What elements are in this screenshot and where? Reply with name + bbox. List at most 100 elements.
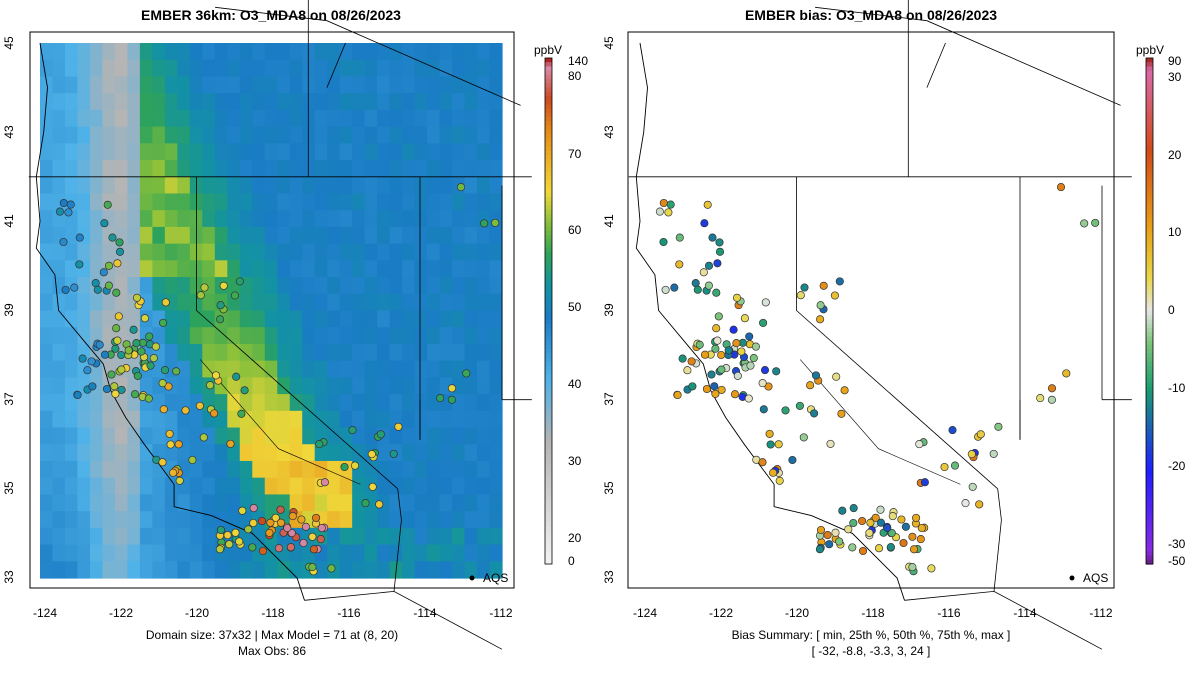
- observation-point: [211, 371, 221, 380]
- grid-cell: [302, 343, 316, 362]
- grid-cell: [264, 394, 278, 412]
- observation-point: [159, 318, 168, 327]
- left-map: AQS: [28, 0, 532, 650]
- grid-cell: [414, 410, 428, 429]
- grid-cell: [402, 310, 416, 328]
- grid-cell: [77, 59, 91, 78]
- grid-cell: [239, 93, 253, 111]
- grid-cell: [189, 109, 203, 128]
- colorbar-band: [1146, 273, 1153, 278]
- colorbar-band: [1146, 112, 1153, 118]
- left-y-axis: 33 35 37 39 41 43 45: [2, 36, 16, 584]
- grid-cell: [277, 561, 291, 579]
- colorbar-band: [545, 74, 552, 80]
- grid-cell: [489, 343, 503, 362]
- grid-cell: [477, 477, 491, 496]
- grid-cell: [402, 494, 416, 512]
- bias-point: [765, 429, 774, 438]
- colorbar-band: [545, 218, 552, 224]
- grid-cell: [439, 460, 453, 479]
- grid-cell: [489, 477, 503, 496]
- grid-cell: [89, 93, 104, 111]
- grid-cell: [452, 109, 466, 128]
- grid-cell: [139, 293, 153, 312]
- grid-cell: [327, 544, 341, 562]
- observation-point: [175, 476, 184, 485]
- bias-point: [800, 283, 809, 292]
- x-tick: -114: [413, 606, 436, 620]
- colorbar-band: [545, 483, 552, 489]
- grid-cell: [452, 410, 466, 429]
- grid-cell: [177, 327, 191, 345]
- grid-cell: [402, 260, 416, 278]
- grid-cell: [139, 210, 153, 228]
- grid-cell: [77, 76, 91, 94]
- grid-cell: [89, 460, 104, 479]
- right-colorbar-unit: ppbV: [1136, 43, 1164, 57]
- grid-cell: [427, 527, 441, 546]
- grid-cell: [402, 377, 416, 395]
- x-tick: -116: [337, 606, 360, 620]
- grid-cell: [40, 43, 54, 61]
- grid-cell: [252, 360, 266, 378]
- grid-cell: [202, 544, 216, 562]
- colorbar-band: [545, 517, 552, 523]
- bias-point: [819, 281, 828, 290]
- grid-cell: [214, 126, 228, 144]
- grid-cell: [477, 193, 491, 211]
- grid-cell: [452, 477, 466, 496]
- colorbar-band: [545, 336, 552, 342]
- grid-cell: [427, 76, 441, 94]
- bias-point: [917, 523, 926, 533]
- colorbar-band: [1146, 370, 1153, 375]
- grid-cell: [202, 444, 216, 462]
- grid-cell: [327, 511, 341, 529]
- grid-cell: [377, 511, 391, 529]
- left-caption-line2: Max Obs: 86: [238, 644, 306, 658]
- bias-point: [711, 344, 720, 353]
- grid-cell: [414, 544, 428, 562]
- state-border: [904, 590, 1103, 650]
- grid-cell: [189, 93, 203, 111]
- grid-cell: [489, 93, 503, 111]
- grid-cell: [364, 377, 378, 395]
- grid-cell: [114, 544, 129, 562]
- grid-cell: [427, 377, 441, 395]
- grid-cell: [389, 527, 403, 546]
- grid-cell: [389, 327, 403, 345]
- observation-point: [137, 347, 146, 356]
- grid-cell: [40, 511, 54, 529]
- grid-cell: [327, 243, 341, 261]
- grid-cell: [402, 460, 416, 479]
- bias-point: [948, 426, 957, 435]
- grid-cell: [464, 427, 478, 445]
- observation-point: [113, 336, 122, 345]
- colorbar-band: [1146, 146, 1153, 152]
- observation-point: [146, 361, 155, 370]
- grid-cell: [127, 193, 141, 211]
- colorbar-band: [545, 348, 552, 354]
- grid-cell: [427, 444, 441, 462]
- grid-cell: [89, 327, 104, 345]
- bias-point: [666, 200, 675, 209]
- colorbar-band: [1146, 458, 1153, 464]
- bias-point: [994, 422, 1003, 431]
- grid-cell: [327, 210, 341, 228]
- grid-cell: [252, 260, 266, 278]
- observation-point: [312, 513, 321, 522]
- grid-cell: [40, 277, 54, 295]
- grid-cell: [52, 377, 66, 395]
- colorbar-label: 30: [568, 454, 582, 468]
- bias-point: [975, 500, 984, 509]
- observation-point: [308, 563, 317, 572]
- grid-cell: [452, 494, 466, 512]
- grid-cell: [177, 260, 191, 278]
- bias-point: [849, 518, 858, 528]
- grid-cell: [139, 76, 153, 94]
- grid-cell: [239, 561, 253, 579]
- colorbar-band: [1146, 467, 1153, 472]
- colorbar-band: [1146, 340, 1153, 346]
- colorbar-band: [1146, 138, 1153, 143]
- grid-cell: [227, 160, 241, 178]
- grid-cell: [327, 160, 341, 178]
